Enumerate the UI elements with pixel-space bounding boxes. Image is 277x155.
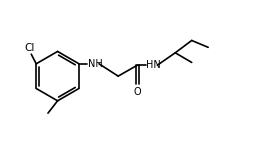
Text: HN: HN [146, 60, 161, 70]
Text: NH: NH [88, 59, 102, 69]
Text: Cl: Cl [25, 43, 35, 53]
Text: O: O [134, 86, 141, 97]
